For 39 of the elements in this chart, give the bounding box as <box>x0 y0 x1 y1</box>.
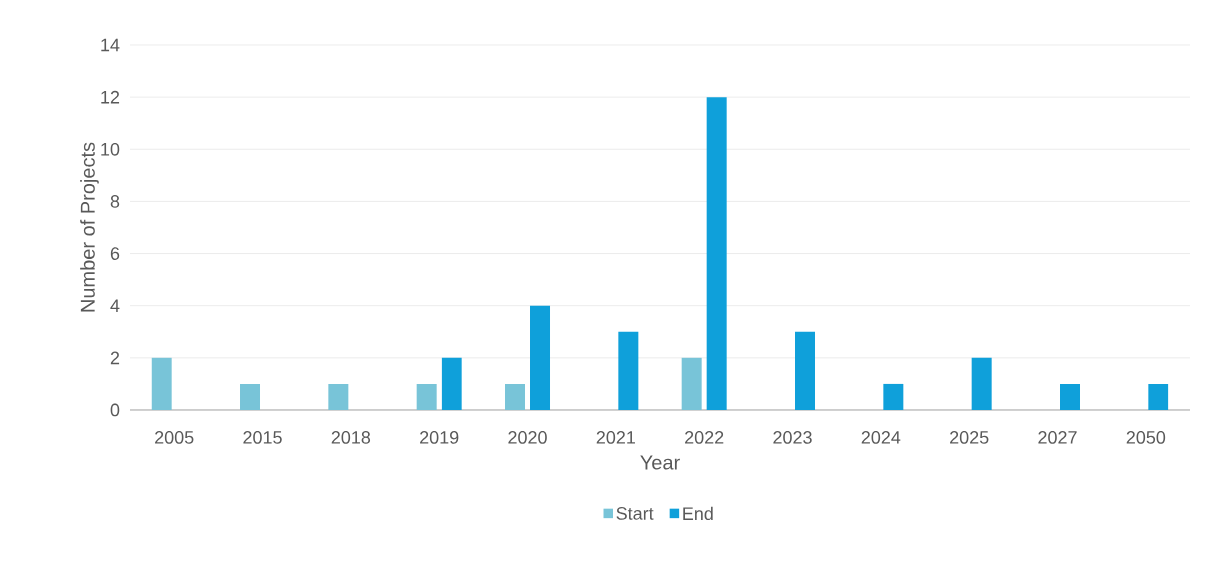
x-tick-label: 2005 <box>155 431 194 444</box>
y-tick-label: 6 <box>110 247 120 260</box>
x-tick-label: 2023 <box>773 431 812 444</box>
legend-label: Start <box>616 507 654 520</box>
bar <box>706 97 727 410</box>
bar <box>441 357 462 410</box>
bar <box>151 357 172 410</box>
y-axis-title: Number of Projects <box>80 142 99 312</box>
x-axis-title: Year <box>640 455 680 470</box>
bar <box>328 383 349 410</box>
x-tick-label: 2019 <box>420 431 459 444</box>
y-tick-label: 10 <box>101 142 120 156</box>
y-tick-label: 4 <box>110 299 120 312</box>
x-tick-label: 2015 <box>243 431 282 444</box>
x-tick-label: 2027 <box>1038 431 1077 444</box>
y-tick-label: 2 <box>110 351 120 365</box>
bar <box>971 357 992 410</box>
bar <box>618 331 639 410</box>
y-tick-label: 0 <box>110 403 120 417</box>
bar <box>1148 383 1169 410</box>
bar <box>1060 383 1080 410</box>
x-tick-label: 2022 <box>685 431 724 444</box>
bar <box>416 383 437 410</box>
bar <box>530 305 551 410</box>
y-tick-label: 12 <box>101 90 120 104</box>
x-tick-label: 2025 <box>950 431 989 444</box>
bar <box>681 357 702 410</box>
x-tick-label: 2021 <box>596 431 635 444</box>
x-tick-label: 2024 <box>861 431 901 444</box>
y-tick-label: 8 <box>110 195 120 208</box>
bar <box>883 383 904 410</box>
bar <box>505 383 526 410</box>
bar <box>795 331 815 410</box>
x-tick-label: 2050 <box>1126 431 1166 444</box>
bar <box>240 383 261 410</box>
legend-label: End <box>683 506 713 521</box>
x-tick-label: 2018 <box>331 431 371 444</box>
y-tick-label: 14 <box>101 38 120 52</box>
x-tick-label: 2020 <box>508 431 547 444</box>
